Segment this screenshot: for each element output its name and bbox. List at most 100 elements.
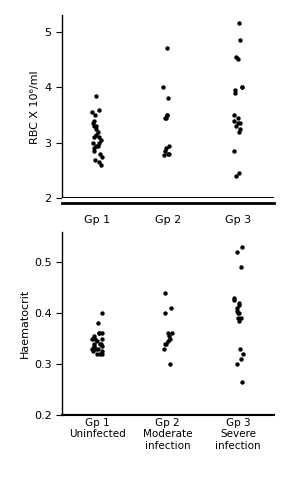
Point <box>235 309 240 317</box>
Point <box>94 125 98 133</box>
Y-axis label: RBC X 10⁶/ml: RBC X 10⁶/ml <box>30 70 40 144</box>
Point <box>93 111 98 119</box>
Point <box>94 142 99 150</box>
Point <box>166 337 170 345</box>
Point <box>238 314 243 322</box>
Point <box>170 330 174 338</box>
Point <box>163 288 167 296</box>
Point <box>240 378 244 386</box>
Point <box>92 147 96 155</box>
Point <box>94 130 99 138</box>
Point <box>234 52 239 60</box>
Point <box>236 302 241 310</box>
Point <box>92 116 96 124</box>
Point <box>165 44 169 52</box>
Point <box>100 342 104 350</box>
Point <box>94 122 98 130</box>
Point <box>232 116 236 124</box>
Point <box>237 128 241 136</box>
Point <box>94 92 99 100</box>
Point <box>235 120 240 128</box>
Point <box>237 299 241 307</box>
Point <box>99 340 103 347</box>
Point <box>100 309 104 317</box>
Point <box>232 86 237 94</box>
Point <box>167 142 171 150</box>
Point <box>241 350 245 358</box>
Point <box>164 144 168 152</box>
Point <box>237 20 241 28</box>
Point <box>240 243 244 251</box>
Text: Gp 2: Gp 2 <box>155 215 181 225</box>
Point <box>99 161 103 169</box>
Point <box>234 306 239 314</box>
Point <box>236 314 241 322</box>
Point <box>167 332 171 340</box>
Point <box>94 344 98 352</box>
Point <box>235 114 240 122</box>
Point <box>237 120 242 128</box>
Point <box>100 350 104 358</box>
Point <box>232 296 237 304</box>
Point <box>92 332 97 340</box>
Point <box>166 94 171 102</box>
Point <box>100 153 104 161</box>
Point <box>163 309 167 317</box>
Point <box>99 136 103 144</box>
Point <box>98 150 103 158</box>
Point <box>169 304 174 312</box>
Point <box>166 330 170 338</box>
Point <box>232 111 236 119</box>
Point <box>92 342 96 350</box>
Point <box>97 158 102 166</box>
Point <box>90 139 95 147</box>
Point <box>92 122 96 130</box>
Point <box>96 142 100 150</box>
Point <box>237 344 242 352</box>
Point <box>164 114 168 122</box>
Point <box>97 139 101 147</box>
Point <box>234 122 238 130</box>
Point <box>235 304 240 312</box>
Point <box>235 360 240 368</box>
Point <box>162 151 166 159</box>
Point <box>92 340 96 347</box>
Point <box>168 334 173 342</box>
Point <box>94 337 99 345</box>
Point <box>90 334 95 342</box>
Point <box>162 340 167 347</box>
Point <box>163 147 168 155</box>
Point <box>234 248 239 256</box>
Point <box>100 330 104 338</box>
Point <box>240 84 244 92</box>
Point <box>96 344 100 352</box>
Point <box>239 263 244 271</box>
Point <box>91 144 96 152</box>
Point <box>90 344 95 352</box>
Point <box>161 84 165 92</box>
Point <box>97 106 102 114</box>
Point <box>237 316 241 324</box>
Point <box>92 134 97 141</box>
Point <box>91 120 96 128</box>
Point <box>91 348 95 356</box>
Point <box>239 355 244 363</box>
Text: Gp 3: Gp 3 <box>225 215 251 225</box>
Point <box>164 340 168 347</box>
Point <box>233 89 238 97</box>
Point <box>93 156 98 164</box>
Point <box>165 111 169 119</box>
Point <box>237 309 242 317</box>
Point <box>96 320 100 328</box>
Point <box>236 56 241 64</box>
Point <box>161 344 166 352</box>
Point <box>94 350 99 358</box>
Point <box>92 334 97 342</box>
Point <box>97 330 102 338</box>
Point <box>234 172 238 180</box>
Point <box>168 360 172 368</box>
Point <box>238 125 242 133</box>
Point <box>100 334 104 342</box>
Point <box>95 128 100 136</box>
Point <box>240 84 244 92</box>
